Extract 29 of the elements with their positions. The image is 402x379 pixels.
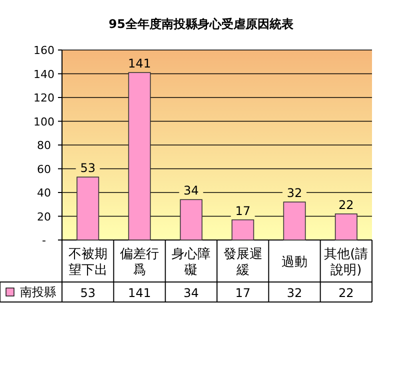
- x-tick-label: 不被期望下出: [68, 247, 108, 278]
- x-tick-label: 偏差行爲: [120, 247, 159, 278]
- annotation: 32: [286, 186, 302, 200]
- annotation: 53: [80, 161, 96, 176]
- data-label: 17: [235, 286, 250, 300]
- data-label: 32: [286, 286, 302, 300]
- data-label: 141: [128, 286, 151, 300]
- data-label: 34: [184, 286, 199, 300]
- x-tick-label: 身心障礙: [172, 246, 211, 278]
- annotation: 22: [338, 198, 354, 212]
- annotation: 141: [128, 56, 151, 71]
- chart-title: 95全年度南投縣身心受虐原因統表: [108, 17, 294, 31]
- y-tick-label: 80: [37, 139, 51, 152]
- annotation: 34: [184, 184, 199, 198]
- y-tick-label: 120: [34, 92, 54, 104]
- x-tick-label: 過動: [282, 255, 308, 270]
- data-label: 22: [338, 286, 354, 300]
- annotation: 17: [235, 204, 250, 218]
- y-tick-label: 20: [37, 210, 51, 224]
- x-tick-label: 發展遲緩: [223, 247, 262, 278]
- data-label: 53: [80, 286, 96, 300]
- y-tick-label: 60: [37, 162, 51, 176]
- x-tick-label: 其他(請說明): [324, 247, 368, 278]
- y-tick-label: 140: [34, 68, 54, 81]
- text: 南投縣: [20, 285, 56, 299]
- y-tick-label: 40: [37, 186, 51, 200]
- y-tick-label: 100: [34, 115, 54, 128]
- y-tick-label: 160: [34, 44, 54, 57]
- y-tick-label: -: [42, 234, 46, 247]
